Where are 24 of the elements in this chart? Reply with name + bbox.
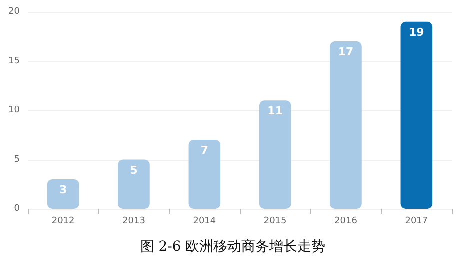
data-label: 17: [338, 46, 354, 59]
y-tick-label: 15: [8, 56, 20, 66]
y-tick-label: 10: [8, 106, 20, 116]
x-tick-label: 2014: [193, 216, 216, 226]
bar: [400, 22, 433, 209]
text: 图 2-6 欧洲移动商务增长走势: [140, 239, 326, 255]
data-label: 5: [130, 164, 138, 177]
bar: [259, 100, 292, 209]
data-label: 11: [268, 104, 283, 118]
data-label: 7: [200, 144, 208, 158]
y-tick-label: 20: [8, 7, 20, 17]
bar: [330, 42, 362, 209]
x-tick-label: 2015: [264, 216, 287, 226]
x-tick-label: 2012: [52, 216, 75, 226]
bar: [188, 140, 221, 209]
bar: [47, 179, 80, 209]
bar: [118, 160, 150, 209]
data-label: 19: [409, 26, 424, 39]
y-tick-label: 5: [14, 154, 20, 165]
y-tick-label: 0: [14, 204, 20, 214]
x-tick-label: 2017: [405, 216, 428, 226]
x-tick-label: 2013: [122, 216, 146, 226]
data-label: 3: [60, 183, 68, 196]
x-tick-label: 2016: [334, 216, 358, 226]
